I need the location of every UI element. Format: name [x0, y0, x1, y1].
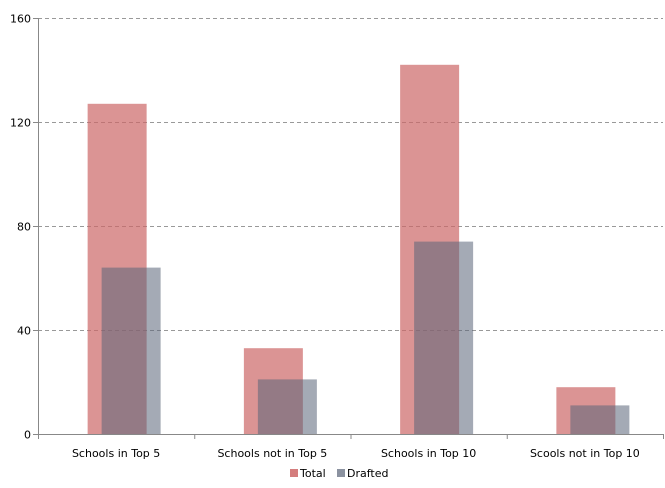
y-tick-label: 0: [24, 429, 31, 442]
axes: [33, 18, 664, 439]
legend-swatch-drafted: [337, 469, 345, 477]
y-tick-label: 160: [10, 13, 31, 26]
bars: [87, 64, 630, 435]
bar-drafted-1: [257, 379, 317, 434]
x-category-label: Schools in Top 5: [72, 447, 160, 460]
x-category-label: Scools not in Top 10: [530, 447, 640, 460]
x-category-label: Schools in Top 10: [381, 447, 476, 460]
bar-drafted-2: [414, 241, 474, 434]
legend-swatch-total: [290, 469, 298, 477]
x-category-label: Schools not in Top 5: [217, 447, 327, 460]
bar-drafted-0: [101, 267, 161, 434]
bar-drafted-3: [570, 405, 630, 434]
y-tick-label: 120: [10, 117, 31, 130]
y-tick-label: 40: [17, 325, 31, 338]
legend-label-drafted: Drafted: [347, 467, 388, 480]
legend-label-total: Total: [299, 467, 326, 480]
gridlines: [38, 18, 663, 331]
x-category-labels: Schools in Top 5 Schools not in Top 5 Scho…: [72, 447, 640, 460]
y-tick-label: 80: [17, 221, 31, 234]
y-tick-labels: 0 40 80 120 160: [10, 13, 31, 442]
legend: Total Drafted: [290, 467, 388, 480]
